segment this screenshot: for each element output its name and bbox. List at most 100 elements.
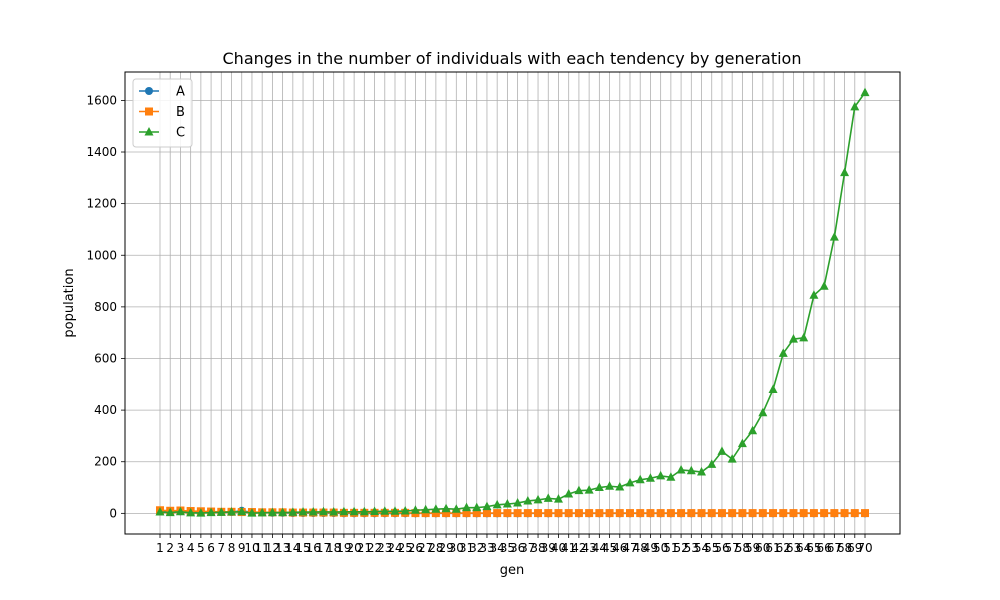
series-c-point: [492, 499, 502, 509]
series-c-point: [605, 481, 615, 490]
series-b-point: [758, 509, 767, 518]
y-tick-label: 600: [94, 351, 117, 365]
series-c-point: [758, 407, 768, 417]
x-tick-label: 49: [643, 541, 658, 555]
plot-area: [125, 72, 900, 534]
series-c-point: [850, 101, 860, 111]
series-c-point: [451, 504, 461, 513]
x-tick-label: 27: [418, 541, 433, 555]
x-tick-label: 6: [207, 541, 215, 555]
y-axis-title: population: [62, 268, 77, 337]
x-tick-label: 3: [177, 541, 185, 555]
series-b-point: [677, 509, 686, 518]
series-c-point: [717, 446, 727, 455]
x-tick-label: 54: [694, 541, 709, 555]
series-b-point: [850, 509, 859, 518]
x-tick-label: 47: [622, 541, 637, 555]
x-tick-label: 68: [837, 541, 852, 555]
x-tick-label: 35: [500, 541, 515, 555]
x-tick-label: 70: [857, 541, 872, 555]
series-c-point: [788, 334, 798, 343]
series-b-point: [493, 509, 502, 518]
x-tick-label: 12: [265, 541, 280, 555]
series-b-point: [769, 509, 778, 518]
x-tick-label: 15: [295, 541, 310, 555]
legend-item-b: B: [139, 105, 185, 120]
series-c-point: [553, 494, 563, 503]
series-c-point: [513, 498, 523, 507]
series-b-point: [544, 509, 553, 518]
y-tick-label: 1000: [86, 248, 117, 262]
series-c-point: [165, 507, 175, 517]
y-tick-label: 1400: [86, 145, 117, 159]
series-c-point: [584, 485, 594, 494]
series-b-point: [523, 509, 532, 518]
x-tick-label: 7: [217, 541, 225, 555]
y-axis: 0 200 400 600 800 1000 1200 1400 1600: [86, 93, 125, 520]
x-tick-label: 61: [765, 541, 780, 555]
series-b-point: [636, 509, 645, 518]
series-c-point: [840, 167, 850, 177]
x-tick-label: 69: [847, 541, 862, 555]
series-c-point: [339, 506, 349, 516]
x-tick-label: 52: [673, 541, 688, 555]
legend-marker-c: [144, 127, 154, 136]
x-tick-label: 22: [367, 541, 382, 555]
x-tick-label: 60: [755, 541, 770, 555]
series-layer: [155, 87, 870, 518]
legend-label-c: C: [176, 126, 185, 141]
series-c-point: [400, 506, 410, 515]
series-c-point: [267, 507, 277, 517]
series-b-point: [442, 509, 451, 518]
x-tick-label: 42: [571, 541, 586, 555]
x-tick-label: 23: [377, 541, 392, 555]
series-b-point: [830, 509, 839, 518]
x-tick-label: 39: [541, 541, 556, 555]
legend: ABC: [132, 78, 193, 148]
series-c-point: [778, 348, 788, 357]
x-tick-label: 48: [633, 541, 648, 555]
x-tick-label: 19: [336, 541, 351, 555]
x-tick-label: 10: [244, 541, 259, 555]
series-c-point: [206, 507, 216, 517]
legend-label-a: A: [176, 85, 185, 100]
series-c-point: [737, 438, 747, 448]
series-c-point: [278, 507, 288, 517]
x-tick-label: 2: [166, 541, 174, 555]
x-tick-label: 16: [306, 541, 321, 555]
series-c-point: [370, 506, 380, 516]
x-tick-label: 1: [156, 541, 164, 555]
x-tick-label: 28: [428, 541, 443, 555]
series-c-point: [482, 501, 492, 511]
y-tick-label: 400: [94, 403, 117, 417]
series-c-point: [676, 464, 686, 474]
series-b-point: [626, 509, 634, 518]
x-tick-label: 58: [735, 541, 750, 555]
series-c-point: [349, 506, 359, 516]
series-c-point: [431, 504, 441, 513]
x-tick-label: 18: [326, 541, 341, 555]
series-b-point: [585, 509, 594, 518]
series-c-point: [819, 281, 829, 290]
x-tick-label: 11: [255, 541, 270, 555]
x-tick-label: 9: [238, 541, 246, 555]
y-tick-label: 0: [109, 506, 117, 520]
x-tick-label: 56: [714, 541, 729, 555]
legend-marker-a: [145, 87, 153, 95]
x-tick-label: 43: [581, 541, 596, 555]
series-b-point: [728, 509, 737, 518]
x-tick-label: 33: [479, 541, 494, 555]
x-tick-label: 45: [602, 541, 617, 555]
series-c-point: [308, 507, 318, 516]
series-b-point: [605, 509, 614, 518]
series-c-point: [697, 467, 707, 476]
x-tick-label: 41: [561, 541, 576, 555]
x-tick-label: 37: [520, 541, 535, 555]
y-tick-label: 1200: [86, 197, 117, 211]
series-c-point: [441, 503, 451, 513]
x-tick-label: 4: [187, 541, 195, 555]
series-c-point: [288, 507, 298, 516]
series-c-point: [186, 507, 196, 517]
x-tick-label: 24: [387, 541, 402, 555]
series-b-point: [861, 509, 869, 518]
